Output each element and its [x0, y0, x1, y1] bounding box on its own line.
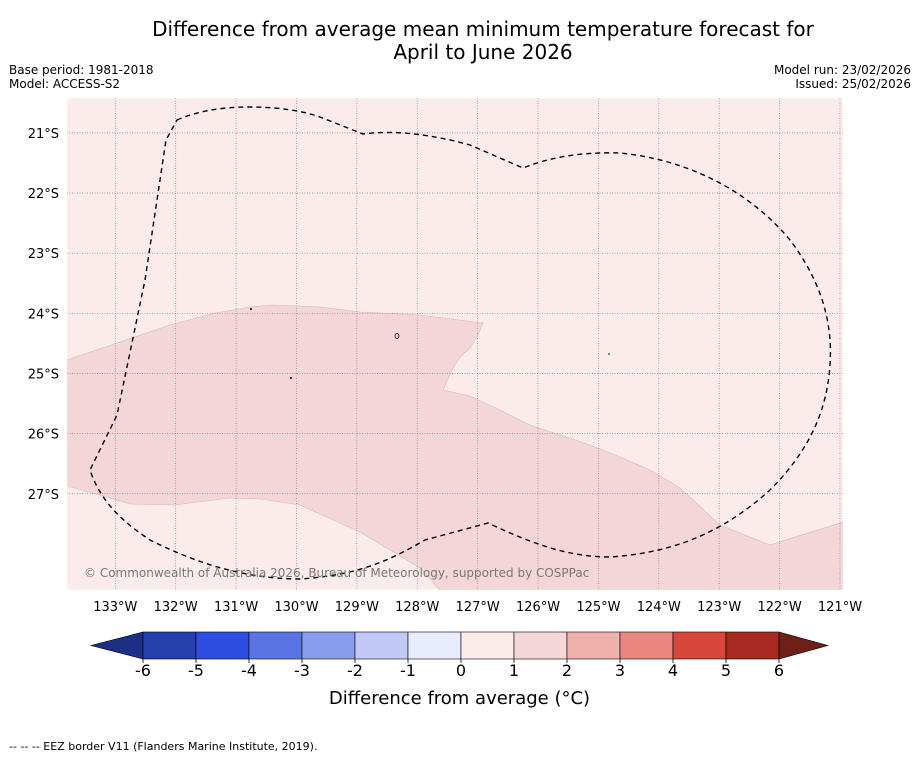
issued-date: Issued: 25/02/2026 [795, 77, 911, 91]
colorbar-tick-label: -5 [188, 661, 204, 680]
colorbar-segment [195, 631, 250, 660]
colorbar-segment [248, 631, 303, 660]
title-line-2: April to June 2026 [393, 40, 573, 64]
lon-tick-label: 131°W [214, 600, 258, 615]
lat-tick-label: 22°S [28, 187, 59, 202]
island-marker [250, 308, 252, 310]
lon-tick-label: 127°W [456, 600, 500, 615]
colorbar-segment [725, 631, 780, 660]
lon-tick-label: 129°W [335, 600, 379, 615]
colorbar-segment [672, 631, 727, 660]
lon-tick-label: 122°W [758, 600, 802, 615]
lon-tick-label: 133°W [93, 600, 137, 615]
colorbar-tick-label: -3 [294, 661, 310, 680]
island-marker [394, 333, 400, 339]
eez-footnote: -- -- -- EEZ border V11 (Flanders Marine… [9, 740, 318, 753]
lon-tick-label: 128°W [395, 600, 439, 615]
colorbar-segment [407, 631, 462, 660]
graticule [67, 98, 843, 590]
map-title: Difference from average mean minimum tem… [0, 18, 919, 64]
model-run: Model run: 23/02/2026 [773, 63, 911, 77]
colorbar-tick-label: 2 [562, 661, 572, 680]
anomaly-region-1-to-2 [67, 304, 843, 590]
colorbar-over-extension [778, 631, 830, 660]
lon-tick-label: 124°W [637, 600, 681, 615]
colorbar-tick-label: -1 [400, 661, 416, 680]
colorbar-segment [354, 631, 409, 660]
meta-right: Model run: 23/02/2026 Issued: 25/02/2026 [774, 63, 911, 91]
lon-tick-label: 130°W [274, 600, 318, 615]
longitude-labels: 133°W 132°W 131°W 130°W 129°W 128°W 127°W 126°W… [93, 600, 862, 615]
colorbar-segment [566, 631, 621, 660]
colorbar-tick-label: -6 [135, 661, 151, 680]
colorbar-tick-label: 6 [774, 661, 784, 680]
title-line-1: Difference from average mean minimum tem… [152, 17, 814, 41]
colorbar-segment [301, 631, 356, 660]
colorbar-tick-label: 1 [509, 661, 519, 680]
colorbar-tick-label: -4 [241, 661, 257, 680]
colorbar-tick-label: 3 [615, 661, 625, 680]
colorbar-title: Difference from average (°C) [328, 688, 591, 709]
lat-tick-label: 24°S [28, 307, 59, 322]
lat-tick-label: 26°S [28, 428, 59, 443]
meta-left: Base period: 1981-2018 Model: ACCESS-S2 [9, 63, 154, 91]
base-period: Base period: 1981-2018 [9, 63, 154, 77]
colorbar [89, 631, 830, 663]
lon-tick-label: 121°W [818, 600, 862, 615]
copyright-text: © Commonwealth of Australia 2026, Bureau… [84, 566, 589, 580]
lat-tick-label: 23°S [28, 247, 59, 262]
lon-tick-label: 126°W [516, 600, 560, 615]
lon-tick-label: 123°W [697, 600, 741, 615]
latitude-labels: 21°S 22°S 23°S 24°S 25°S 26°S 27°S [28, 127, 59, 503]
lat-tick-label: 21°S [28, 127, 59, 142]
colorbar-tick-label: 0 [456, 661, 466, 680]
island-marker [290, 377, 292, 379]
island-marker [608, 353, 610, 355]
colorbar-tick-label: -2 [347, 661, 363, 680]
model-name: Model: ACCESS-S2 [9, 77, 121, 91]
colorbar-tick-label: 5 [721, 661, 731, 680]
lon-tick-label: 125°W [576, 600, 620, 615]
colorbar-segment [142, 631, 197, 660]
lat-tick-label: 27°S [28, 488, 59, 503]
lon-tick-label: 132°W [154, 600, 198, 615]
colorbar-under-extension [89, 631, 144, 660]
eez-border [89, 106, 832, 580]
colorbar-segment [513, 631, 568, 660]
colorbar-tick-labels: -6 -5 -4 -3 -2 -1 0 1 2 3 4 5 6 [135, 661, 784, 680]
colorbar-segment [619, 631, 674, 660]
colorbar-segment [460, 631, 515, 660]
map-frame [66, 97, 844, 591]
colorbar-tick-label: 4 [668, 661, 678, 680]
lat-tick-label: 25°S [28, 367, 59, 382]
